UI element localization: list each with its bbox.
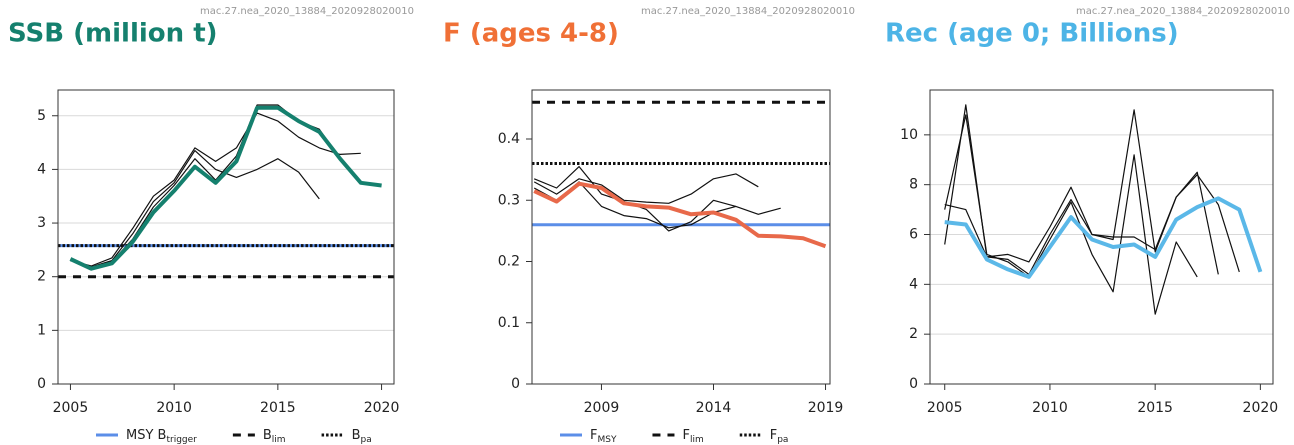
plot-frame [531,89,831,385]
chart-title: Rec (age 0; Billions) [885,19,1179,49]
plot-frame [929,89,1274,385]
source-note: mac.27.nea_2020_13884_2020928020010 [1076,6,1290,17]
legend-name: F [682,428,689,443]
legend-subscript: trigger [166,435,197,445]
legend-label: Fpa [770,428,789,445]
y-tick-label: 0.2 [498,254,520,270]
y-tick-label: 6 [909,227,918,243]
legend-subscript: lim [690,435,704,445]
legend-label: Blim [263,428,286,445]
x-tick-label: 2020 [1243,400,1279,416]
y-tick-label: 4 [909,276,918,292]
series-line [944,114,1198,315]
legend-subscript: lim [272,435,286,445]
y-tick-label: 2 [37,269,46,285]
y-tick-label: 0 [909,376,918,392]
legend-name: F [770,428,777,443]
x-tick-label: 2015 [1137,400,1173,416]
legend-label: FMSY [590,428,617,445]
series-line [69,105,382,271]
source-note: mac.27.nea_2020_13884_2020928020010 [641,6,855,17]
y-tick-label: 5 [37,108,46,124]
y-tick-label: 8 [909,177,918,193]
plot-frame [57,89,395,385]
series-line [944,104,1240,273]
x-tick-label: 2005 [53,400,89,416]
series-line [533,181,827,249]
series-line [70,104,341,269]
y-tick-label: 0 [37,376,46,392]
series-line [70,112,361,267]
x-tick-label: 2005 [927,400,963,416]
y-tick-label: 4 [37,161,46,177]
x-tick-label: 2009 [584,400,620,416]
legend-subscript: pa [777,435,788,445]
chart-title: SSB (million t) [8,19,218,49]
x-tick-label: 2019 [808,400,844,416]
y-tick-label: 0.1 [498,315,520,331]
x-tick-label: 2020 [364,400,400,416]
y-tick-label: 1 [37,322,46,338]
series-line [944,196,1263,279]
series-line [533,166,737,232]
legend-label: Bpa [352,428,372,445]
y-tick-label: 0.4 [498,131,520,147]
x-tick-label: 2015 [260,400,296,416]
legend-name: B [352,428,361,443]
legend-subscript: pa [361,435,372,445]
chart-title: F (ages 4-8) [443,19,619,49]
y-tick-label: 2 [909,326,918,342]
legend-label: MSY Btrigger [126,428,197,445]
x-tick-label: 2010 [1032,400,1068,416]
y-tick-label: 3 [37,215,46,231]
legend-subscript: MSY [597,435,616,445]
legend-name: B [263,428,272,443]
x-tick-label: 2010 [156,400,192,416]
series-line [944,109,1219,275]
source-note: mac.27.nea_2020_13884_2020928020010 [200,6,414,17]
y-tick-label: 10 [900,127,918,143]
legend-name: MSY B [126,428,166,443]
x-tick-label: 2014 [696,400,732,416]
y-tick-label: 0 [511,376,520,392]
series-line [533,173,759,204]
legend-name: F [590,428,597,443]
y-tick-label: 0.3 [498,192,520,208]
legend-label: Flim [682,428,703,445]
